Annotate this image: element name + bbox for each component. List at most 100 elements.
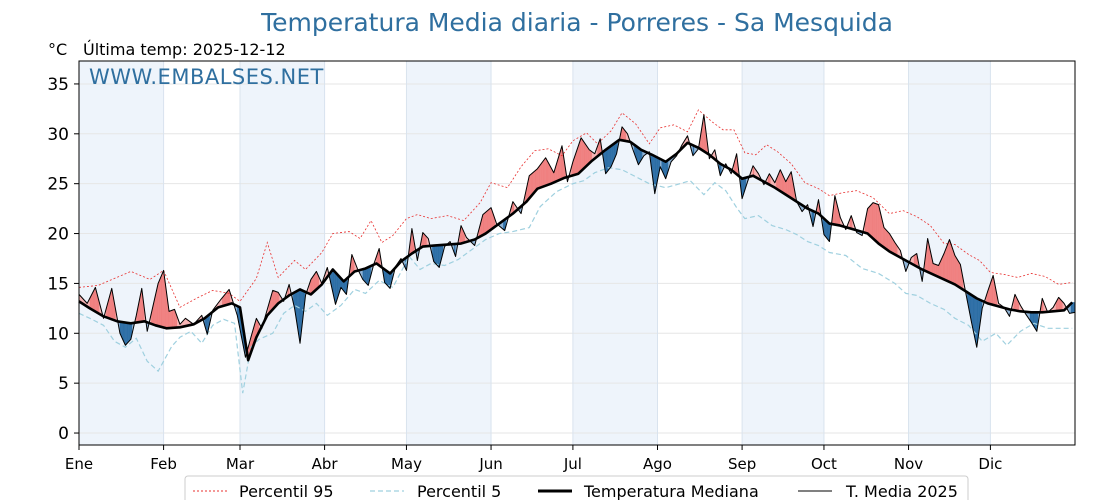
anomaly-fill-segment: [885, 228, 887, 250]
anomaly-fill-segment: [172, 309, 175, 328]
anomaly-fill-segment: [956, 257, 958, 287]
anomaly-fill-segment: [548, 162, 550, 185]
anomaly-fill-segment: [867, 206, 870, 236]
y-tick-label-0: 0: [58, 424, 69, 444]
chart-title: Temperatura Media diaria - Porreres - Sa…: [260, 8, 893, 37]
anomaly-fill-segment: [789, 171, 792, 199]
anomaly-fill-segment: [1058, 296, 1061, 312]
anomaly-fill-segment: [540, 162, 542, 188]
month-shade-mar: [239, 61, 325, 445]
anomaly-fill-segment: [160, 273, 163, 328]
anomaly-fill-segment: [537, 166, 539, 189]
anomaly-fill-segment: [159, 276, 162, 328]
grid-lines: [78, 61, 1075, 445]
anomaly-fill-segment: [488, 208, 490, 232]
x-axis: Ene Feb Mar Abr May Jun Jul Ago Sep Oct Nov Dic: [65, 445, 1002, 473]
anomaly-fill-segment: [127, 322, 130, 343]
anomaly-fill-segment: [486, 209, 489, 233]
series-percentil-5: [78, 167, 1073, 394]
anomaly-fill-segment: [827, 221, 830, 242]
plot-frame: [78, 60, 1076, 446]
anomaly-fill-segment: [608, 146, 610, 171]
x-tick-label-sep: Sep: [728, 455, 756, 473]
anomaly-fill-segment: [870, 203, 872, 238]
anomaly-fill-segment: [485, 210, 488, 234]
month-shade-sep: [742, 61, 824, 445]
anomaly-fill-segment: [943, 249, 946, 281]
anomaly-fill-segment: [954, 254, 957, 286]
anomaly-fill-segment: [125, 322, 127, 346]
anomaly-fill-segment: [946, 242, 949, 282]
y-tick-label-5: 5: [58, 374, 69, 394]
anomaly-fill-segment: [93, 287, 96, 312]
anomaly-fill-segment: [874, 202, 876, 242]
anomaly-fill-segment: [887, 231, 890, 252]
y-axis: 0 5 10 15 20 25 30 35: [47, 75, 79, 444]
y-tick-label-30: 30: [47, 125, 69, 145]
legend-median-label: Temperatura Mediana: [583, 482, 759, 500]
anomaly-fill-segment: [609, 145, 612, 169]
anomaly-fill-segment: [953, 251, 956, 285]
anomaly-fill-segment: [583, 141, 586, 169]
anomaly-fill-segment: [868, 205, 871, 237]
anomaly-fill-segment: [162, 270, 164, 328]
anomaly-fill-segment: [957, 259, 960, 288]
legend-box: [184, 475, 969, 500]
anomaly-fill-segment: [422, 232, 425, 247]
x-tick-label-mar: Mar: [226, 455, 255, 473]
last-temp-label: Última temp: 2025-12-12: [83, 40, 286, 59]
month-shade-ene: [79, 61, 164, 445]
x-tick-label-jun: Jun: [478, 455, 502, 473]
y-unit-label: °C: [48, 40, 67, 59]
anomaly-fill-segment: [871, 202, 874, 239]
anomaly-fill-segment: [434, 245, 437, 265]
anomaly-fill-segment: [945, 246, 947, 281]
anomaly-fill-segment: [942, 253, 945, 280]
anomaly-fill-segment: [365, 267, 368, 285]
anomaly-fill-segment: [580, 137, 583, 172]
anomaly-fill-segment: [489, 207, 492, 231]
anomaly-fill-segment: [950, 243, 953, 284]
y-tick-label-15: 15: [47, 274, 69, 294]
anomaly-fill-segment: [586, 145, 589, 167]
anomaly-fill-segment: [582, 139, 584, 171]
month-shade-may: [406, 61, 492, 445]
anomaly-fill-segment: [157, 280, 160, 327]
x-tick-label-feb: Feb: [150, 455, 177, 473]
series-temperatura-mediana: [78, 138, 1074, 362]
anomaly-fill-segment: [170, 310, 172, 329]
anomaly-fill-segment: [314, 270, 317, 291]
y-tick-label-10: 10: [47, 324, 69, 344]
anomaly-fill-segment: [788, 174, 790, 198]
anomaly-fill-segment: [952, 247, 954, 285]
anomaly-fill-segment: [529, 174, 531, 199]
anomaly-fill-segment: [546, 160, 549, 186]
series-percentil-95: [78, 109, 1073, 308]
anomaly-fill-segment: [542, 159, 545, 187]
anomaly-fill-segment: [947, 239, 950, 283]
legend: Percentil 95 Percentil 5 Temperatura Med…: [184, 475, 969, 500]
x-tick-label-nov: Nov: [894, 455, 923, 473]
anomaly-fill-segment: [168, 310, 171, 329]
anomaly-fill-segment: [605, 148, 608, 175]
anomaly-fill-segment: [877, 203, 879, 244]
y-tick-label-20: 20: [47, 225, 69, 245]
month-shading: [79, 61, 991, 445]
anomaly-fill-segment: [530, 173, 533, 198]
x-tick-label-jul: Jul: [563, 455, 582, 473]
anomaly-fill-segment: [227, 288, 230, 305]
y-tick-label-25: 25: [47, 175, 69, 195]
anomaly-fill-segment: [171, 309, 174, 329]
anomaly-fill-segment: [535, 168, 538, 191]
anomaly-fill-segment: [544, 157, 546, 187]
series-lines: [78, 109, 1076, 394]
series-t-media-2025: [78, 114, 1076, 358]
y-tick-label-35: 35: [47, 75, 69, 95]
anomaly-fill-segment: [482, 213, 485, 236]
anomaly-fill-segment: [366, 266, 369, 286]
anomaly-fill-segment: [585, 143, 587, 168]
anomaly-fill-segment: [364, 268, 366, 283]
x-tick-label-ene: Ene: [65, 455, 93, 473]
anomaly-fill-segment: [872, 202, 875, 241]
